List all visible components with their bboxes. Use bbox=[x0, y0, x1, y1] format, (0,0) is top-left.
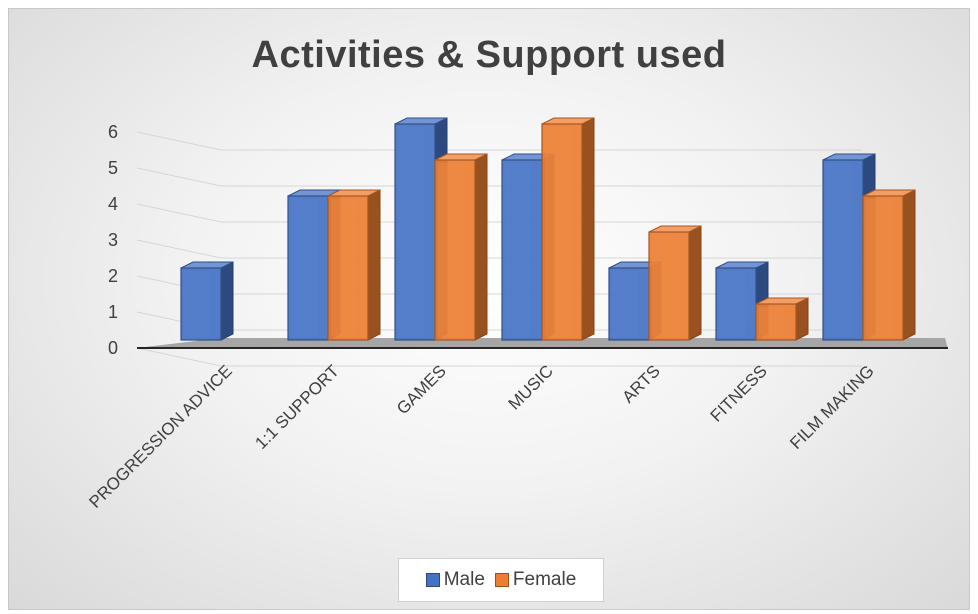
y-tick-label: 2 bbox=[108, 266, 118, 286]
bar-highlight-female bbox=[759, 307, 785, 337]
bar-male bbox=[180, 267, 222, 341]
bar-side-female bbox=[474, 153, 488, 341]
bar-male bbox=[287, 195, 329, 341]
legend-swatch-male bbox=[425, 573, 440, 587]
legend-label-male: Male bbox=[443, 569, 485, 590]
bar-highlight-female bbox=[438, 163, 464, 337]
bar-highlight-female bbox=[331, 199, 357, 337]
chart-floor bbox=[137, 338, 948, 349]
gridline bbox=[136, 239, 862, 259]
x-tick-label: MUSIC bbox=[505, 361, 557, 413]
y-tick-label: 1 bbox=[108, 302, 118, 322]
gridline bbox=[136, 167, 862, 187]
bar-highlight-female bbox=[652, 235, 678, 337]
bar-side-male bbox=[220, 261, 234, 341]
bar-female bbox=[434, 159, 476, 341]
bar-female bbox=[327, 195, 369, 341]
legend-item-female: Female bbox=[494, 569, 577, 591]
x-tick-label: PROGRESSION ADVICE bbox=[85, 361, 235, 511]
x-tick-label: FITNESS bbox=[707, 361, 771, 425]
bar-highlight-female bbox=[866, 199, 892, 337]
bar-male bbox=[822, 159, 864, 341]
bar-female bbox=[755, 303, 797, 341]
bar-male bbox=[608, 267, 650, 341]
x-tick-label: 1:1 SUPPORT bbox=[251, 361, 342, 452]
y-tick-label: 4 bbox=[108, 194, 118, 214]
legend-item-male: Male bbox=[425, 569, 485, 591]
legend: Male Female bbox=[398, 558, 604, 602]
y-tick-label: 3 bbox=[108, 230, 118, 250]
y-tick-label: 0 bbox=[108, 338, 118, 358]
bar-male bbox=[501, 159, 543, 341]
bar-side-female bbox=[367, 189, 381, 341]
bar-female bbox=[648, 231, 690, 341]
bar-highlight-male bbox=[505, 163, 531, 337]
bar-highlight-male bbox=[612, 271, 638, 337]
bar-side-female bbox=[581, 117, 595, 341]
y-tick-label: 6 bbox=[108, 122, 118, 142]
y-tick-label: 5 bbox=[108, 158, 118, 178]
bar-highlight-male bbox=[184, 271, 210, 337]
bar-side-female bbox=[902, 189, 916, 341]
chart-area bbox=[8, 8, 970, 610]
x-tick-label: FILM MAKING bbox=[786, 361, 878, 453]
bar-highlight-male bbox=[398, 127, 424, 337]
bar-highlight-male bbox=[291, 199, 317, 337]
legend-swatch-female bbox=[494, 573, 509, 587]
bar-highlight-male bbox=[719, 271, 745, 337]
bar-male bbox=[394, 123, 436, 341]
bar-female bbox=[541, 123, 583, 341]
gridline bbox=[136, 203, 862, 223]
bar-female bbox=[862, 195, 904, 341]
bar-highlight-male bbox=[826, 163, 852, 337]
legend-label-female: Female bbox=[512, 569, 577, 590]
bar-side-female bbox=[795, 297, 809, 341]
bar-side-female bbox=[688, 225, 702, 341]
gridline bbox=[136, 347, 862, 367]
bar-male bbox=[715, 267, 757, 341]
x-tick-label: ARTS bbox=[619, 361, 664, 406]
chart-title: Activities & Support used bbox=[251, 34, 727, 76]
bar-highlight-female bbox=[545, 127, 571, 337]
gridline bbox=[136, 131, 862, 151]
x-tick-label: GAMES bbox=[393, 361, 450, 418]
